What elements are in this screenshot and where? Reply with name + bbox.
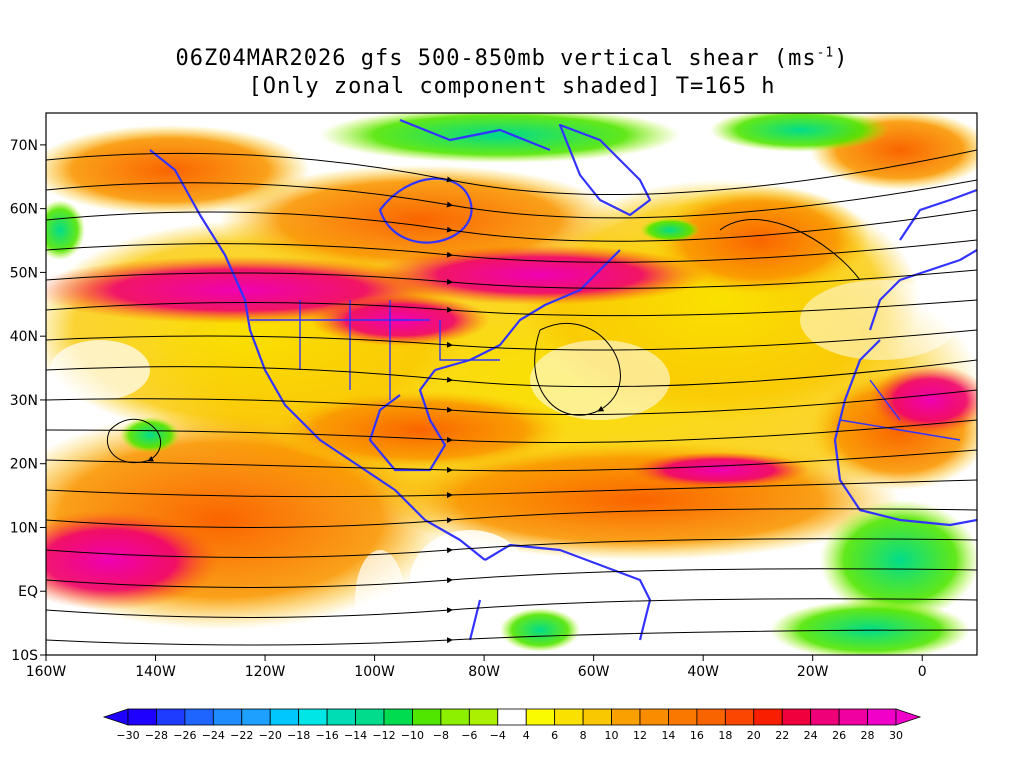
colorbar-swatch: [127, 708, 157, 726]
lon-tick-label: 120W: [245, 664, 286, 680]
lat-tick-label: 10S: [11, 648, 38, 664]
colorbar: −30 −28 −26 −24 −22 −20 −18 −16 −14 −12 −10 −8 −6 −4 4…: [102, 708, 922, 742]
lon-tick-label: 100W: [354, 664, 395, 680]
map-frame: [45, 112, 978, 656]
colorbar-swatch: [497, 708, 527, 726]
colorbar-swatch: [781, 708, 812, 726]
lat-tick-label: 50N: [10, 265, 38, 281]
colorbar-swatch: [440, 708, 470, 726]
lon-tick-label: 60W: [578, 664, 610, 680]
shaded-zonal-shear-field: [46, 113, 977, 655]
lat-tick-label: 70N: [10, 138, 38, 154]
colorbar-label: −16: [316, 729, 339, 742]
colorbar-label: −30: [116, 729, 139, 742]
lon-tick-label: 160W: [26, 664, 67, 680]
colorbar-swatch: [668, 708, 698, 726]
colorbar-label: 22: [775, 729, 789, 742]
colorbar-swatch: [724, 708, 755, 726]
colorbar-swatch: [184, 708, 214, 726]
colorbar-label: −18: [287, 729, 310, 742]
colorbar-label: −8: [433, 729, 449, 742]
colorbar-swatch: [810, 708, 840, 726]
lat-tick-label: 60N: [10, 202, 38, 218]
lon-tick-label: 140W: [135, 664, 176, 680]
colorbar-label: −22: [230, 729, 253, 742]
colorbar-label: −4: [490, 729, 506, 742]
colorbar-label: 4: [523, 729, 530, 742]
colorbar-label: −28: [145, 729, 168, 742]
colorbar-label: 18: [718, 729, 732, 742]
colorbar-swatch: [383, 708, 413, 726]
lon-tick-label: 0: [918, 664, 927, 680]
colorbar-label: 6: [551, 729, 558, 742]
map-title-line-1: 06Z04MAR2026 gfs 500-850mb vertical shea…: [0, 46, 1024, 71]
colorbar-label: −14: [344, 729, 367, 742]
colorbar-swatch: [156, 708, 186, 726]
streamlines: [46, 149, 977, 646]
colorbar-label: 26: [832, 729, 846, 742]
colorbar-swatch: [468, 708, 499, 726]
colorbar-swatch: [412, 708, 442, 726]
colorbar-swatch: [639, 708, 669, 726]
lon-tick-label: 20W: [797, 664, 829, 680]
lat-tick-label: 40N: [10, 329, 38, 345]
colorbar-label: 30: [889, 729, 903, 742]
colorbar-swatch: [326, 708, 356, 726]
lat-tick-label: 30N: [10, 393, 38, 409]
colorbar-label: 14: [661, 729, 675, 742]
latitude-axis: 70N 60N 50N 40N 30N 20N 10N EQ 10S: [10, 138, 46, 664]
colorbar-swatch: [355, 708, 385, 726]
colorbar-label: 20: [747, 729, 761, 742]
colorbar-label: 8: [580, 729, 587, 742]
colorbar-swatch: [611, 708, 641, 726]
lat-tick-label: EQ: [18, 584, 38, 600]
colorbar-label: −10: [401, 729, 424, 742]
colorbar-swatch: [696, 708, 726, 726]
colorbar-swatch: [212, 708, 243, 726]
colorbar-label: 10: [605, 729, 619, 742]
colorbar-label: −20: [259, 729, 282, 742]
colorbar-swatch: [867, 708, 897, 726]
colorbar-swatch: [525, 708, 556, 726]
colorbar-swatch: [269, 708, 300, 726]
colorbar-swatch: [753, 708, 783, 726]
colorbar-swatch: [554, 708, 584, 726]
colorbar-label: −6: [461, 729, 477, 742]
lon-tick-label: 40W: [687, 664, 719, 680]
colorbar-label: 24: [804, 729, 818, 742]
map-title-line-2: [Only zonal component shaded] T=165 h: [248, 74, 776, 99]
colorbar-swatch: [838, 708, 868, 726]
lat-tick-label: 10N: [10, 520, 38, 536]
longitude-axis: 160W 140W 120W 100W 80W 60W 40W 20W 0: [26, 655, 927, 680]
title-line-1-text: 06Z04MAR2026 gfs 500-850mb vertical shea…: [175, 46, 849, 72]
colorbar-arrow-low: [102, 708, 129, 726]
colorbar-arrow-high: [895, 708, 922, 726]
title-superscript: -1: [816, 46, 835, 61]
colorbar-swatch: [582, 708, 612, 726]
colorbar-label: −24: [202, 729, 225, 742]
lat-tick-label: 20N: [10, 457, 38, 473]
colorbar-label: 12: [633, 729, 647, 742]
lon-tick-label: 80W: [468, 664, 500, 680]
colorbar-label: −26: [173, 729, 196, 742]
colorbar-label: 28: [861, 729, 875, 742]
colorbar-swatch: [241, 708, 271, 726]
colorbar-label: −12: [372, 729, 395, 742]
colorbar-label: 16: [690, 729, 704, 742]
colorbar-swatch: [298, 708, 328, 726]
